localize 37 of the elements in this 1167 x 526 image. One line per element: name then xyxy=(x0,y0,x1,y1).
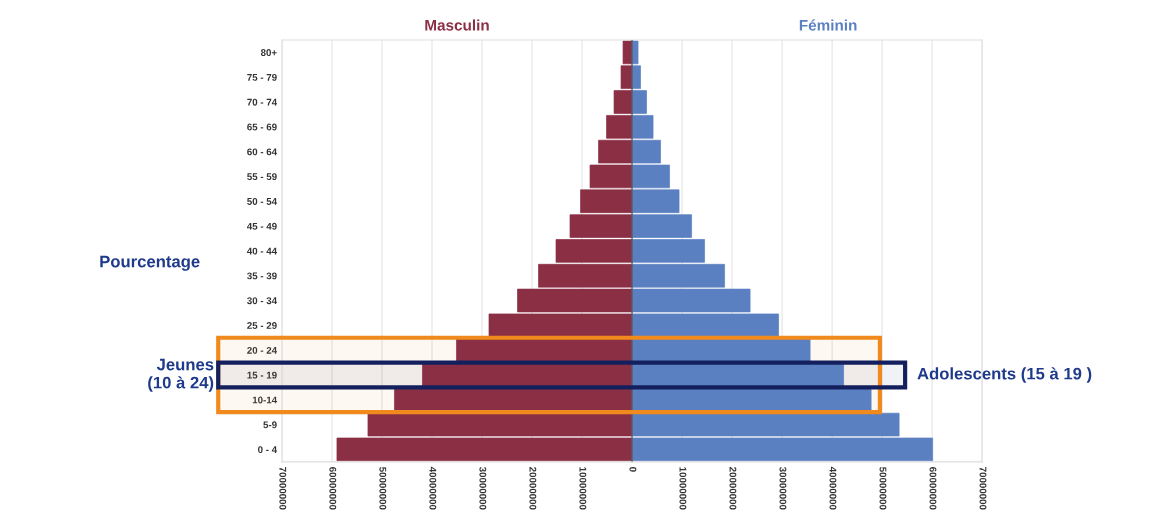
x-tick-label: 50000000 xyxy=(379,466,387,510)
band-label: Adolescents (15 à 19 ) xyxy=(917,367,1092,383)
x-tick-label: 40000000 xyxy=(429,466,437,510)
x-tick-label: 70000000 xyxy=(279,467,287,510)
y-tick-label: 10-14 xyxy=(252,396,278,404)
x-tick-label: 30000000 xyxy=(479,466,487,510)
y-tick-label: 0 - 4 xyxy=(258,446,278,454)
x-tick-label: 50000000 xyxy=(879,466,887,510)
x-tick-label: 60000000 xyxy=(929,467,937,510)
y-tick-label: 50 - 54 xyxy=(247,198,278,205)
y-tick-label: 60 - 64 xyxy=(247,148,278,156)
text: Féminin xyxy=(799,19,857,31)
y-tick-label: 65 - 69 xyxy=(247,123,277,131)
x-tick-label: 20000000 xyxy=(529,467,537,510)
y-tick-label: 30 - 34 xyxy=(247,297,278,305)
x-tick-label: 10000000 xyxy=(579,467,587,510)
y-tick-label: 5-9 xyxy=(263,421,277,429)
y-tick-label: 70 - 74 xyxy=(247,98,278,106)
x-tick-label: 40000000 xyxy=(829,466,837,510)
text: Masculin xyxy=(425,19,489,31)
y-tick-label: 25 - 29 xyxy=(247,322,277,329)
y-tick-label: 75 - 79 xyxy=(247,73,277,81)
y-tick-label: 20 - 24 xyxy=(247,346,278,354)
x-tick-label: 20000000 xyxy=(729,467,737,510)
y-tick-label: 55 - 59 xyxy=(247,173,277,181)
y-tick-label: 15 - 19 xyxy=(247,371,277,379)
y-axis-title: Pourcentage xyxy=(100,255,200,271)
y-tick-label: 35 - 39 xyxy=(247,272,277,280)
band-label: Jeunes (10 à 24) xyxy=(148,358,214,392)
y-tick-label: 45 - 49 xyxy=(246,222,277,230)
x-tick-label: 10000000 xyxy=(679,467,687,510)
x-tick-label: 30000000 xyxy=(779,466,787,510)
x-tick-label: 60000000 xyxy=(329,467,337,510)
y-tick-label: 80+ xyxy=(260,49,277,56)
y-tick-label: 40 - 44 xyxy=(246,247,278,255)
x-tick-label: 70000000 xyxy=(979,467,987,510)
x-tick-label: 0 xyxy=(629,467,637,472)
